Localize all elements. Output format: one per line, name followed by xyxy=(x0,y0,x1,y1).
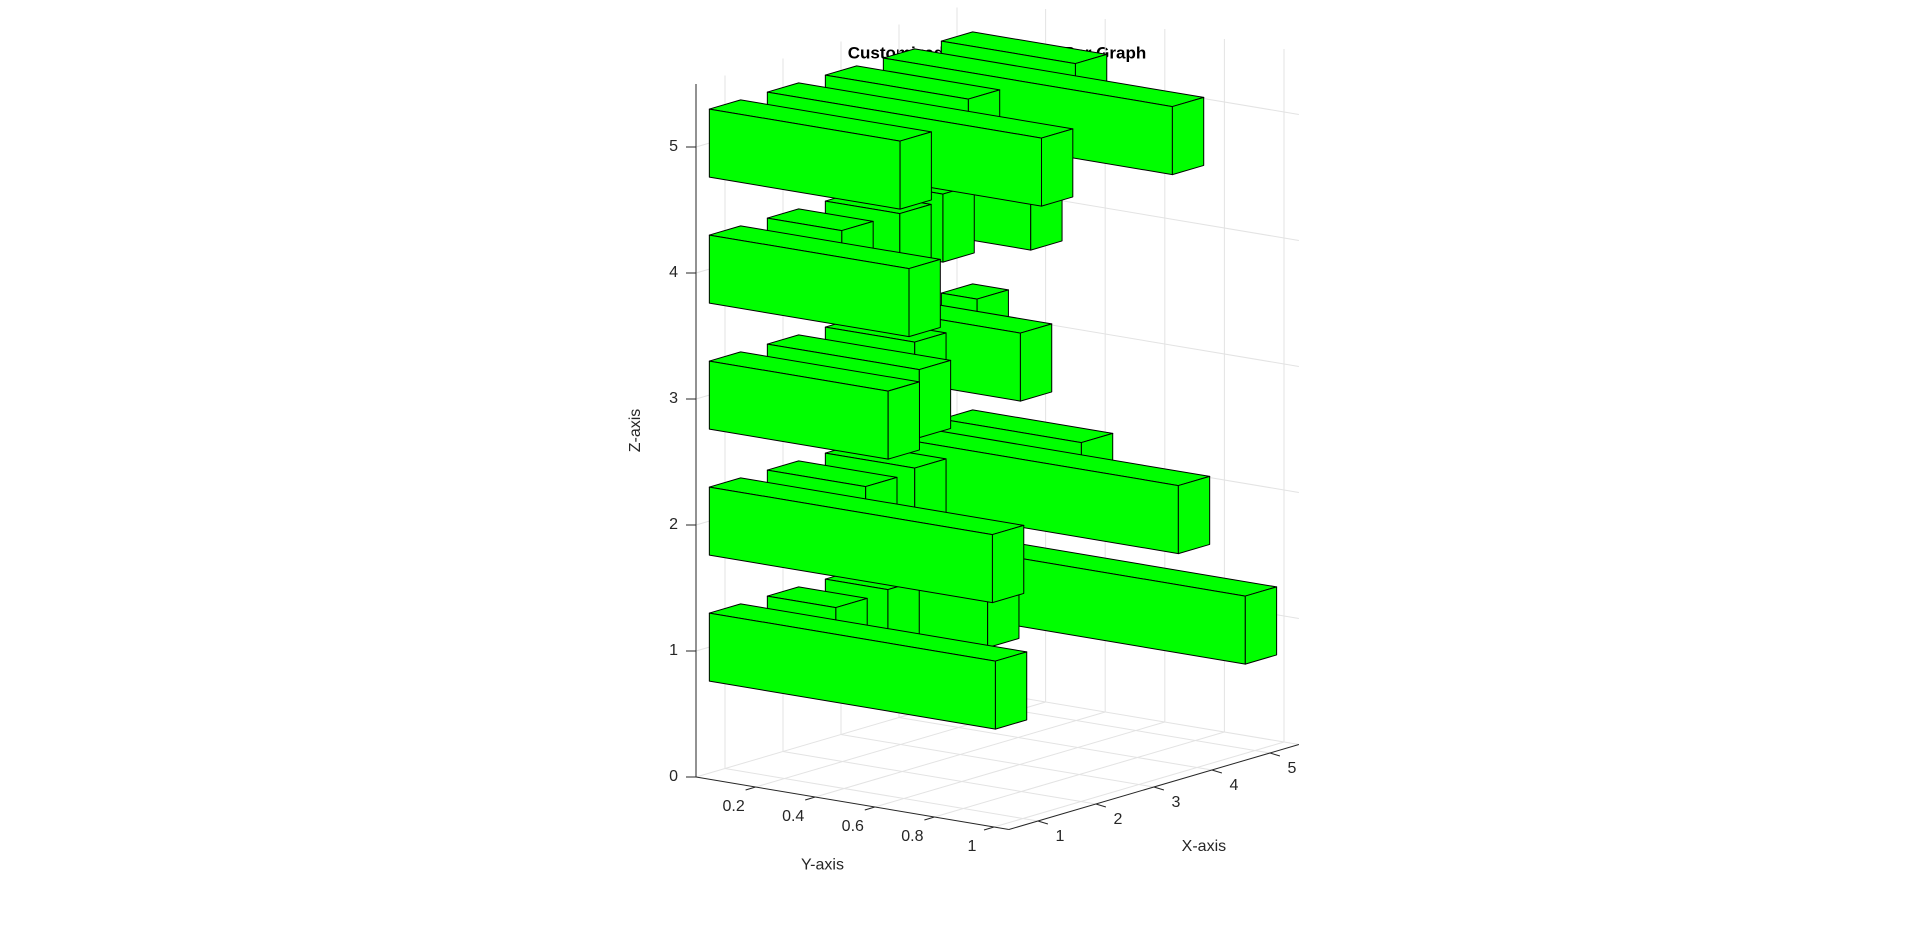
grid-line xyxy=(898,717,1212,771)
x-tick-label: 2 xyxy=(1113,811,1122,828)
y-tick-label: 0.2 xyxy=(722,798,744,815)
z-tick-label: 2 xyxy=(669,516,678,533)
tick-mark xyxy=(1095,803,1107,808)
z-tick-label: 3 xyxy=(669,390,678,407)
x-tick-label: 4 xyxy=(1229,777,1238,794)
tick-mark xyxy=(1269,752,1281,757)
bar xyxy=(882,426,1211,555)
y-axis-label: Y-axis xyxy=(801,856,844,873)
bar-face xyxy=(1041,128,1074,207)
z-tick-label: 1 xyxy=(669,642,678,659)
bar xyxy=(708,351,920,460)
x-tick-label: 3 xyxy=(1171,794,1180,811)
tick-mark xyxy=(983,826,995,831)
y-axis xyxy=(695,776,1009,830)
bar xyxy=(708,477,1025,604)
y-tick-label: 0.8 xyxy=(901,828,923,845)
z-tick-label: 4 xyxy=(669,264,678,281)
tick-mark xyxy=(1037,820,1049,825)
z-axis-label: Z-axis xyxy=(627,409,644,453)
tick-mark xyxy=(924,816,935,821)
bar xyxy=(708,99,932,210)
bar-face xyxy=(994,651,1028,730)
x-tick-label: 5 xyxy=(1287,760,1296,777)
y-tick-label: 0.6 xyxy=(842,818,864,835)
bar-face xyxy=(899,131,932,210)
bar-face xyxy=(1171,96,1205,176)
tick-mark xyxy=(864,806,875,811)
z-tick-label: 5 xyxy=(669,138,678,155)
bar-face xyxy=(918,359,952,439)
tick-mark xyxy=(745,786,756,791)
bar xyxy=(708,225,941,338)
bar-face xyxy=(1244,586,1278,665)
bar xyxy=(708,603,1028,730)
x-axis-label: X-axis xyxy=(1182,838,1226,855)
grid-line xyxy=(782,751,1096,805)
tick-mark xyxy=(1211,769,1223,774)
tick-mark xyxy=(1153,786,1165,791)
grid-line xyxy=(840,734,1154,788)
grid-line xyxy=(724,768,1038,822)
bar-face xyxy=(942,184,975,263)
tick-mark xyxy=(805,796,816,801)
y-tick-label: 0.4 xyxy=(782,808,804,825)
bar-face xyxy=(908,258,941,338)
z-tick-label: 0 xyxy=(669,768,678,785)
grid-line xyxy=(985,691,1299,745)
x-tick-label: 1 xyxy=(1055,828,1064,845)
bar-face xyxy=(1019,323,1053,402)
bar-face xyxy=(887,381,920,460)
bar-face xyxy=(991,524,1025,604)
bar-face xyxy=(1177,475,1211,555)
y-tick-label: 1 xyxy=(968,838,977,855)
